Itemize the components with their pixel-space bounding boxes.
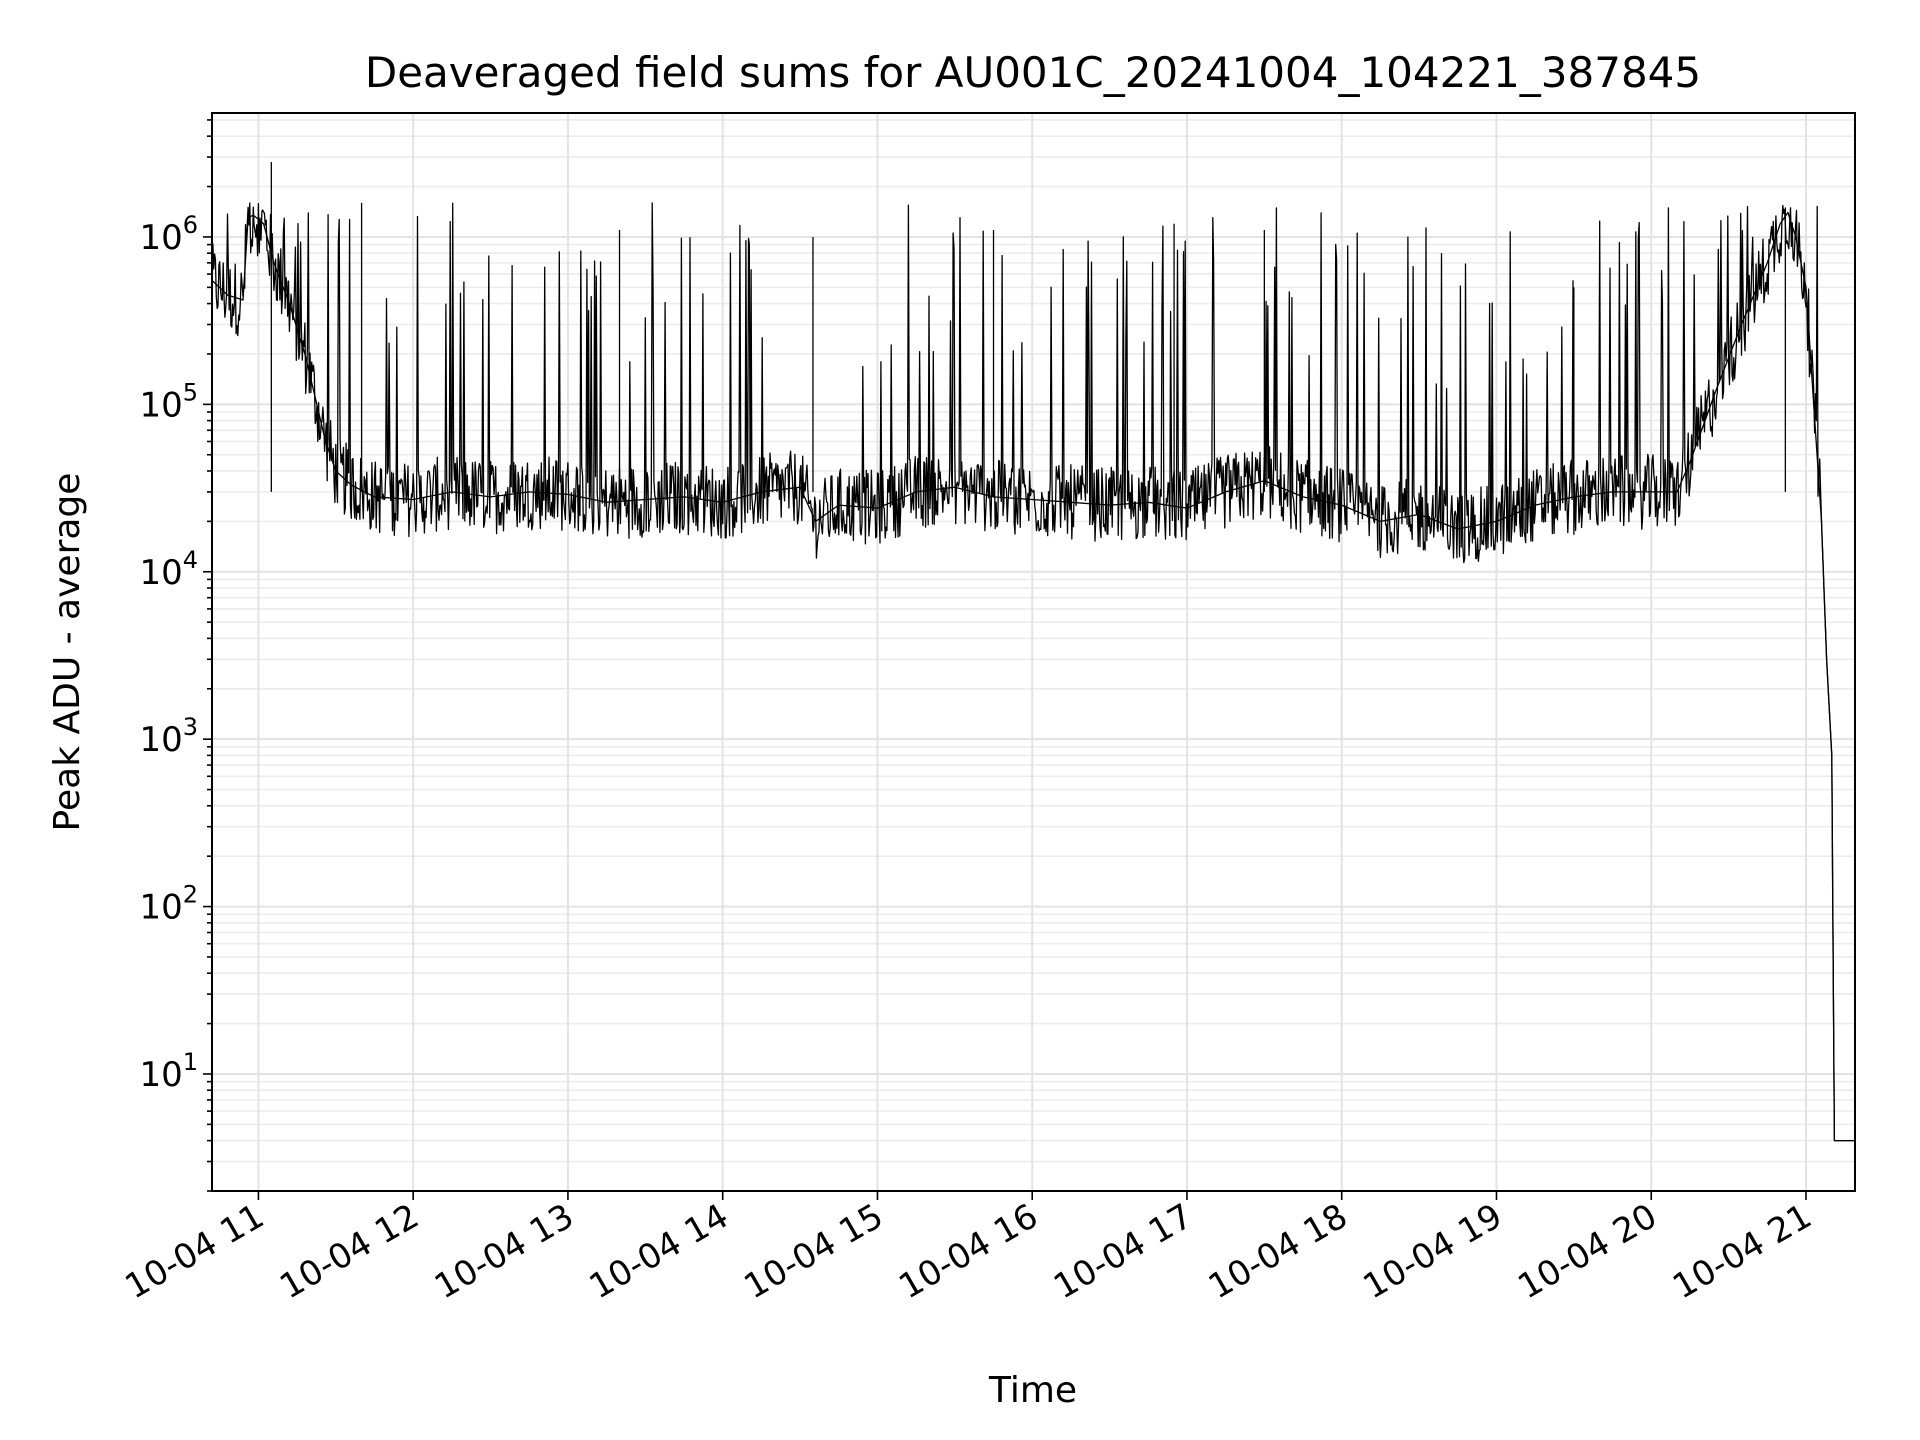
- y-tick-label: 105: [139, 378, 198, 425]
- series-layer: [211, 162, 1855, 1142]
- y-tick-label: 101: [139, 1048, 198, 1095]
- y-tick-label: 104: [139, 546, 198, 593]
- y-tick-label: 106: [139, 211, 198, 258]
- plot-frame: [211, 112, 1856, 1192]
- x-axis-label: Time: [988, 1370, 1077, 1411]
- grid-layer: [212, 113, 1855, 1192]
- y-axis-label: Peak ADU - average: [47, 473, 88, 832]
- chart-title: Deaveraged field sums for AU001C_2024100…: [365, 48, 1701, 97]
- series-line: [211, 202, 1855, 1142]
- y-tick-label: 102: [139, 881, 198, 928]
- y-tick-label: 103: [139, 713, 198, 760]
